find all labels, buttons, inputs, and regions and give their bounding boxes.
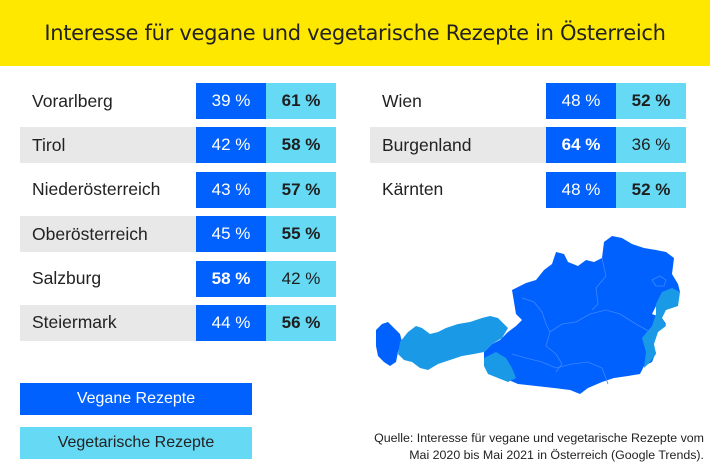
vegetarian-value: 57 % — [266, 171, 336, 208]
map-region-main — [484, 236, 680, 394]
map-region-wien — [651, 275, 667, 287]
vegetarian-value: 58 % — [266, 127, 336, 164]
table-row-wien: Wien 48 % 52 % — [370, 83, 686, 119]
table-row-kaernten: Kärnten 48 % 52 % — [370, 171, 686, 208]
region-name: Niederösterreich — [32, 179, 161, 200]
vegan-value: 39 % — [196, 83, 266, 119]
vegetarian-value: 61 % — [266, 83, 336, 119]
region-name: Kärnten — [382, 179, 444, 200]
map-borders — [511, 257, 651, 385]
region-name: Burgenland — [370, 127, 546, 164]
table-row-niederoesterreich: Niederösterreich 43 % 57 % — [20, 171, 336, 208]
vegan-value: 48 % — [546, 171, 616, 208]
map-region-burgenland — [642, 288, 680, 368]
vegetarian-value: 55 % — [266, 216, 336, 253]
vegan-value: 48 % — [546, 83, 616, 119]
vegetarian-value: 52 % — [616, 171, 686, 208]
page-title: Interesse für vegane und vegetarische Re… — [44, 21, 666, 45]
region-name: Steiermark — [20, 304, 196, 341]
table-row-vorarlberg: Vorarlberg 39 % 61 % — [20, 83, 336, 119]
region-name: Oberösterreich — [20, 216, 196, 253]
vegan-value: 58 % — [196, 260, 266, 297]
legend-vegetarian: Vegetarische Rezepte — [20, 427, 252, 459]
vegetarian-value: 56 % — [266, 304, 336, 341]
region-name: Vorarlberg — [32, 90, 113, 111]
source-line-1: Quelle: Interesse für vegane und vegetar… — [374, 431, 704, 445]
legend-vegan: Vegane Rezepte — [20, 383, 252, 415]
table-right: Wien 48 % 52 % Burgenland 64 % 36 % Kärn… — [370, 83, 686, 216]
vegan-value: 42 % — [196, 127, 266, 164]
vegan-value: 43 % — [196, 171, 266, 208]
vegan-value: 64 % — [546, 127, 616, 164]
region-name: Tirol — [20, 127, 196, 164]
region-name: Salzburg — [32, 268, 102, 289]
table-left: Vorarlberg 39 % 61 % Tirol 42 % 58 % Nie… — [20, 83, 336, 349]
table-row-oberoesterreich: Oberösterreich 45 % 55 % — [20, 216, 336, 253]
table-row-burgenland: Burgenland 64 % 36 % — [370, 127, 686, 164]
source-note: Quelle: Interesse für vegane und vegetar… — [374, 430, 704, 464]
map-region-osttirol — [484, 352, 516, 382]
source-line-2: Mai 2020 bis Mai 2021 in Österreich (Goo… — [409, 448, 704, 462]
header-banner: Interesse für vegane und vegetarische Re… — [0, 0, 710, 66]
map-region-tirol — [398, 316, 508, 370]
region-name: Wien — [382, 90, 422, 111]
vegan-value: 45 % — [196, 216, 266, 253]
vegetarian-value: 42 % — [266, 260, 336, 297]
vegetarian-value: 52 % — [616, 83, 686, 119]
map-region-vorarlberg — [376, 322, 402, 366]
vegan-value: 44 % — [196, 304, 266, 341]
vegetarian-value: 36 % — [616, 127, 686, 164]
austria-map — [376, 236, 680, 394]
table-row-tirol: Tirol 42 % 58 % — [20, 127, 336, 164]
table-row-steiermark: Steiermark 44 % 56 % — [20, 304, 336, 341]
table-row-salzburg: Salzburg 58 % 42 % — [20, 260, 336, 297]
